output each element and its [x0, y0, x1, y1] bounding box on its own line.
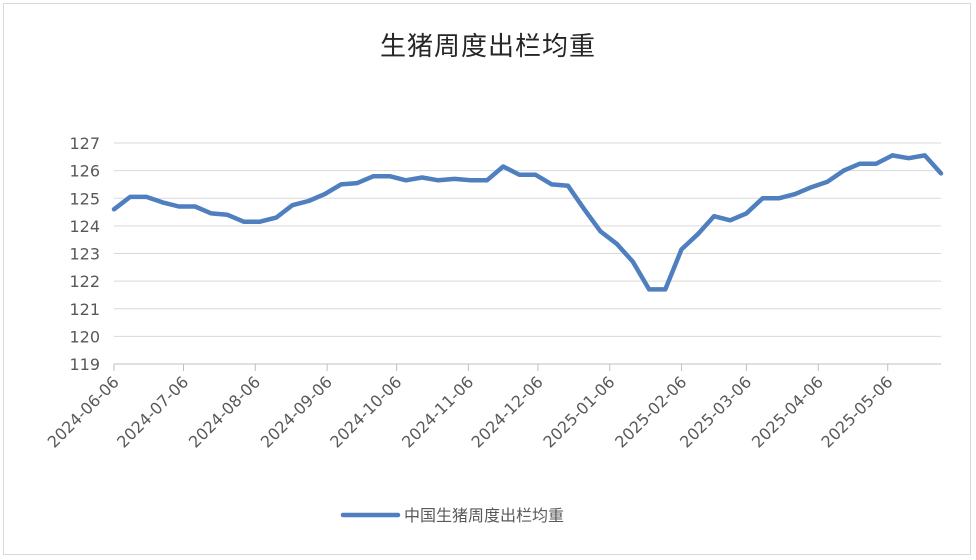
- data-point: [923, 153, 927, 158]
- data-point: [858, 161, 862, 166]
- data-point: [404, 178, 408, 183]
- x-tick-label: 2024-08-06: [185, 372, 264, 451]
- data-point: [144, 195, 149, 199]
- data-point: [550, 182, 554, 187]
- data-point: [841, 168, 846, 173]
- data-point: [387, 174, 392, 178]
- data-point: [128, 195, 132, 199]
- x-tick-label: 2024-11-06: [398, 372, 477, 451]
- data-point: [598, 229, 603, 234]
- data-point: [696, 232, 700, 236]
- x-tick-label: 2024-12-06: [468, 372, 547, 451]
- x-tick-label: 2025-04-06: [748, 372, 827, 451]
- y-tick-label: 127: [69, 134, 100, 153]
- data-point: [485, 178, 489, 183]
- x-tick-label: 2024-09-06: [257, 372, 336, 451]
- data-point: [452, 177, 457, 181]
- data-point: [777, 196, 781, 201]
- chart-title: 生猪周度出栏均重: [379, 32, 596, 62]
- data-point: [274, 215, 279, 220]
- data-point: [517, 173, 522, 177]
- data-point: [582, 207, 587, 212]
- y-axis-ticks: 119 120 121 122 123 124 125 126 127: [69, 134, 100, 374]
- data-point: [355, 181, 360, 185]
- y-tick-label: 119: [69, 355, 100, 374]
- data-point: [241, 219, 246, 224]
- y-tick-label: 126: [69, 162, 100, 181]
- data-point: [160, 200, 165, 205]
- legend-label: 中国生猪周度出栏均重: [404, 506, 564, 525]
- legend: 中国生猪周度出栏均重: [340, 506, 564, 525]
- gridlines: [114, 142, 941, 337]
- data-point: [614, 242, 619, 246]
- data-point: [209, 211, 214, 216]
- data-point: [112, 207, 116, 212]
- y-tick-label: 122: [69, 272, 100, 291]
- data-point: [323, 192, 327, 196]
- data-point: [679, 247, 684, 252]
- data-point: [566, 184, 570, 188]
- data-point: [663, 287, 668, 292]
- x-axis: 2024-06-062024-07-062024-08-062024-09-06…: [44, 363, 941, 452]
- chart-frame: [3, 3, 971, 555]
- data-point: [420, 175, 424, 180]
- data-point: [760, 196, 765, 201]
- data-point: [533, 173, 538, 177]
- data-point: [809, 185, 814, 189]
- y-tick-label: 121: [69, 300, 100, 319]
- data-point: [744, 211, 749, 216]
- x-tick-label: 2024-10-06: [326, 372, 405, 451]
- data-point: [631, 260, 635, 264]
- x-tick-label: 2025-01-06: [539, 372, 618, 451]
- data-point: [468, 178, 473, 183]
- data-point: [728, 218, 732, 223]
- data-point: [306, 199, 311, 203]
- data-point: [647, 287, 651, 292]
- x-tick-label: 2024-06-06: [44, 372, 123, 451]
- y-tick-label: 124: [69, 217, 100, 236]
- data-point: [177, 204, 181, 209]
- series-line: [111, 153, 944, 292]
- data-point: [712, 214, 716, 218]
- data-point: [890, 153, 895, 158]
- data-point: [501, 164, 506, 169]
- y-tick-label: 120: [69, 327, 100, 346]
- data-point: [874, 161, 878, 166]
- data-point: [939, 171, 943, 176]
- series-layer: [111, 153, 944, 292]
- y-tick-label: 123: [69, 245, 100, 264]
- data-point: [258, 219, 262, 224]
- data-point: [290, 203, 295, 207]
- y-tick-label: 125: [69, 189, 100, 208]
- data-point: [793, 192, 797, 196]
- x-tick-label: 2025-05-06: [817, 372, 896, 451]
- data-point: [225, 213, 230, 217]
- x-tick-label: 2024-07-06: [113, 372, 192, 451]
- data-point: [339, 182, 343, 187]
- data-point: [193, 204, 197, 209]
- data-point: [906, 156, 911, 160]
- data-point: [825, 179, 830, 184]
- data-point: [436, 178, 441, 183]
- data-point: [371, 174, 376, 178]
